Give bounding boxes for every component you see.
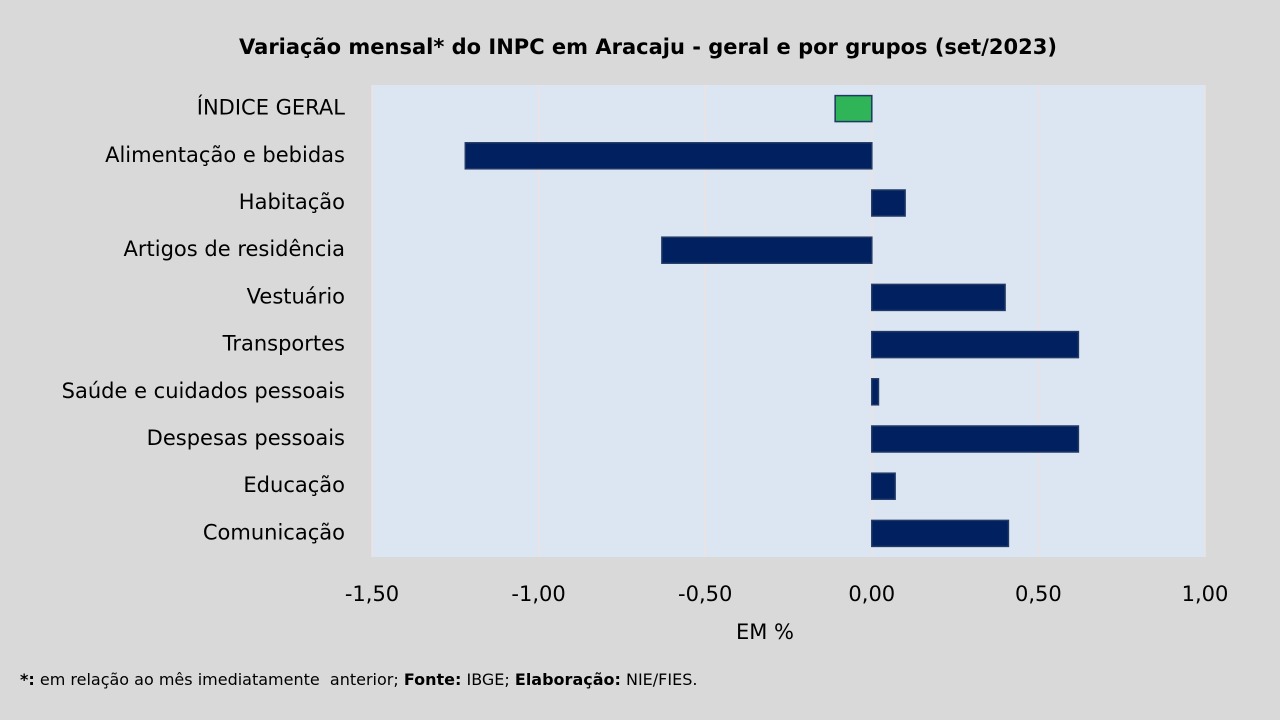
- x-tick-label: -1,50: [345, 582, 399, 606]
- y-tick-label: ÍNDICE GERAL: [197, 95, 346, 120]
- y-tick-label: Saúde e cuidados pessoais: [62, 379, 345, 403]
- x-axis-title: EM %: [736, 620, 794, 644]
- bar: [661, 236, 873, 264]
- bar: [834, 94, 873, 123]
- chart-title: Variação mensal* do INPC em Aracaju - ge…: [239, 35, 1057, 59]
- bar: [464, 142, 873, 170]
- footnote-part: em relação ao mês imediatamente anterior…: [35, 670, 404, 689]
- y-tick-label: Comunicação: [203, 520, 345, 544]
- bar: [871, 189, 906, 217]
- bar: [871, 472, 896, 500]
- bar: [871, 425, 1080, 453]
- y-tick-label: Vestuário: [247, 284, 345, 308]
- x-tick-label: 0,50: [1015, 582, 1062, 606]
- footnote-part: Elaboração:: [515, 670, 621, 689]
- x-tick-label: -1,00: [511, 582, 565, 606]
- y-tick-label: Habitação: [239, 190, 345, 214]
- bar: [871, 519, 1010, 548]
- x-tick-label: -0,50: [678, 582, 732, 606]
- footnote-part: Fonte:: [404, 670, 462, 689]
- bar: [871, 330, 1080, 359]
- y-tick-label: Educação: [243, 473, 345, 497]
- x-tick-label: 1,00: [1182, 582, 1229, 606]
- y-tick-label: Despesas pessoais: [147, 426, 345, 450]
- y-tick-label: Artigos de residência: [124, 237, 345, 261]
- bar: [871, 283, 1006, 312]
- y-tick-label: Transportes: [222, 332, 345, 356]
- footnote-part: NIE/FIES.: [621, 670, 698, 689]
- bar: [871, 378, 880, 406]
- x-tick-label: 0,00: [848, 582, 895, 606]
- y-tick-label: Alimentação e bebidas: [105, 143, 345, 167]
- footnote-part: IBGE;: [461, 670, 514, 689]
- footnote-part: *:: [20, 670, 35, 689]
- footnote: *: em relação ao mês imediatamente anter…: [20, 670, 697, 689]
